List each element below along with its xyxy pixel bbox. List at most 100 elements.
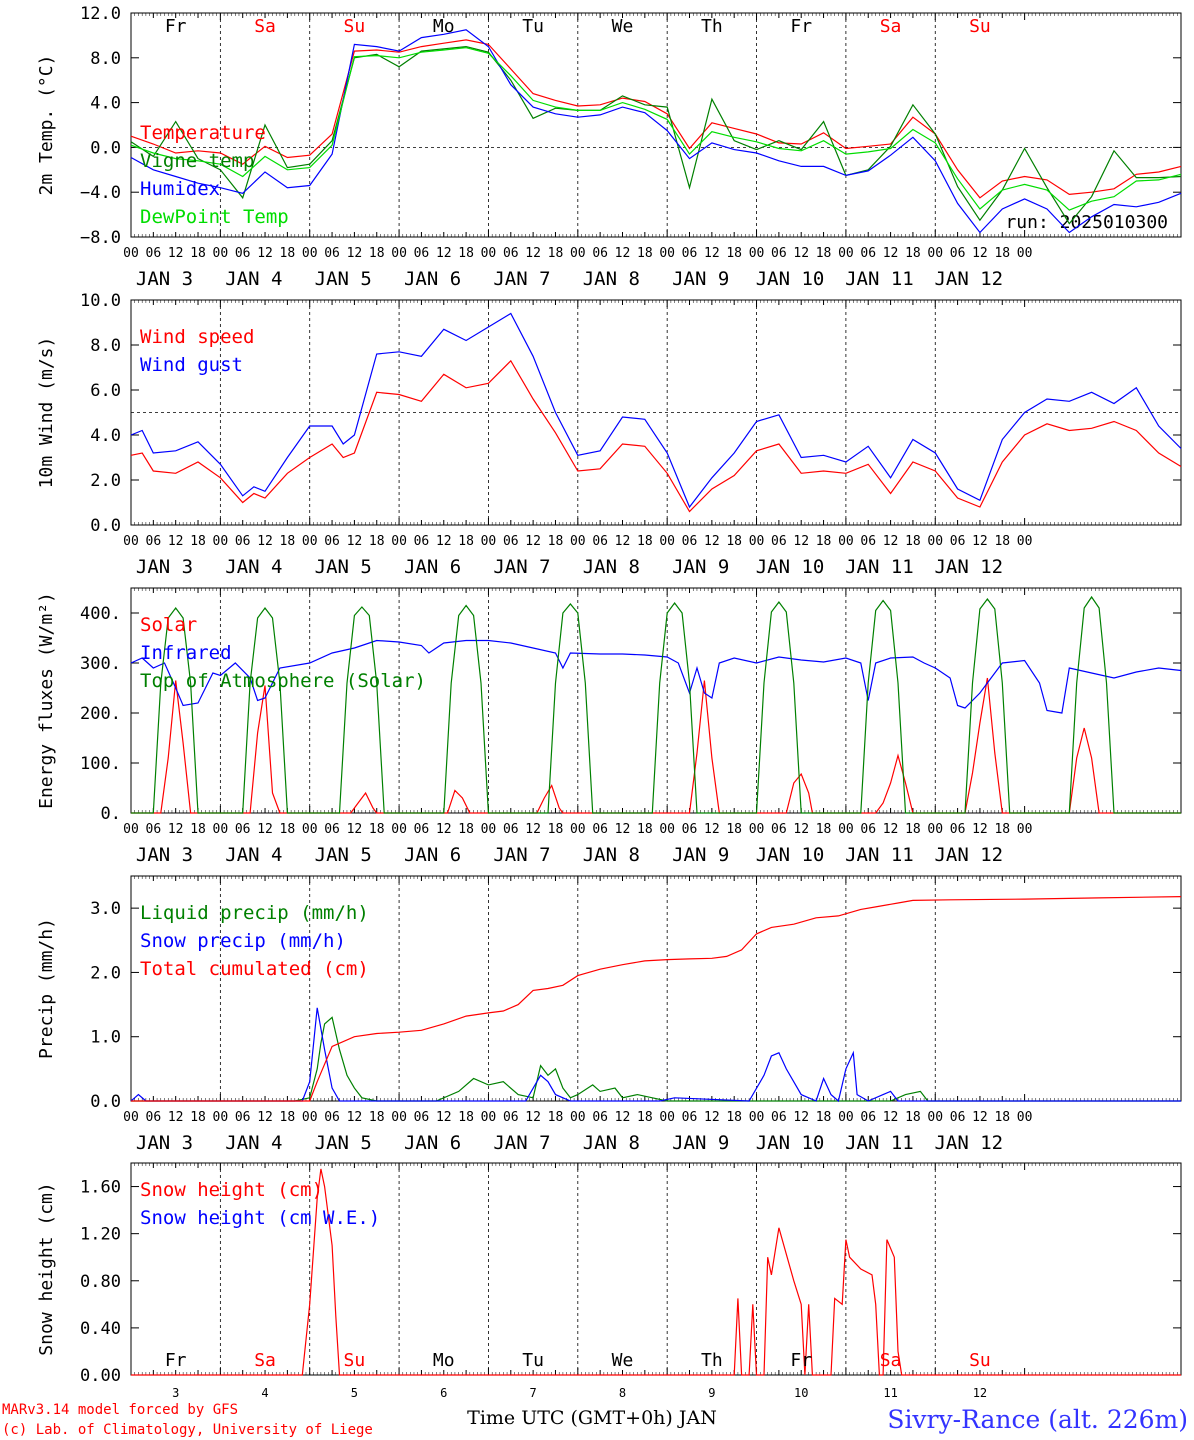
hour-tick-label: 06	[682, 534, 698, 549]
hour-tick-label: 06	[324, 246, 340, 261]
y-tick-label: 4.0	[90, 94, 121, 114]
legend-entry: Infrared	[140, 642, 232, 664]
day-label: JAN 7	[493, 556, 550, 578]
hour-tick-label: 06	[592, 822, 608, 837]
hour-tick-label: 00	[659, 1110, 675, 1125]
plot-frame	[130, 12, 1182, 238]
hour-tick-label: 06	[860, 822, 876, 837]
day-of-week-label: We	[612, 1350, 634, 1371]
hour-tick-label: 06	[324, 534, 340, 549]
day-label: JAN 11	[845, 844, 914, 866]
day-label: JAN 6	[404, 844, 461, 866]
hour-tick-label: 18	[369, 1110, 385, 1125]
hour-tick-label: 00	[838, 1110, 854, 1125]
hour-tick-label: 12	[704, 246, 720, 261]
day-number-label: 12	[973, 1386, 987, 1400]
x-axis-title: Time UTC (GMT+0h) JAN	[467, 1407, 717, 1429]
legend-entry: Liquid precip (mm/h)	[140, 902, 369, 924]
day-of-week-label: Su	[969, 16, 991, 37]
day-label: JAN 7	[493, 268, 550, 290]
legend-entry: Top of Atmosphere (Solar)	[140, 670, 426, 692]
hour-tick-label: 00	[927, 1110, 943, 1125]
hour-tick-label: 18	[816, 534, 832, 549]
hour-tick-label: 00	[749, 1110, 765, 1125]
hour-tick-label: 06	[414, 822, 430, 837]
hour-tick-label: 18	[548, 534, 564, 549]
y-tick-label: 8.0	[90, 49, 121, 69]
hour-tick-label: 12	[704, 822, 720, 837]
hour-tick-label: 00	[302, 534, 318, 549]
hour-tick-label: 00	[391, 534, 407, 549]
hour-tick-label: 18	[369, 246, 385, 261]
day-label: JAN 4	[225, 556, 282, 578]
hour-tick-label: 12	[972, 534, 988, 549]
day-of-week-label: Su	[969, 1350, 991, 1371]
hour-tick-label: 06	[860, 246, 876, 261]
hour-tick-label: 12	[257, 822, 273, 837]
day-label: JAN 5	[315, 268, 372, 290]
day-label: JAN 10	[756, 1132, 825, 1154]
hour-tick-label: 12	[168, 534, 184, 549]
day-number-label: 10	[794, 1386, 808, 1400]
legend-entry: Total cumulated (cm)	[140, 958, 369, 980]
hour-tick-label: 06	[503, 246, 519, 261]
hour-tick-label: 00	[1017, 1110, 1033, 1125]
series-line-snow-height-cm-	[131, 1168, 1181, 1376]
day-label: JAN 10	[756, 844, 825, 866]
day-of-week-label: Sa	[880, 16, 902, 37]
hour-tick-label: 18	[190, 246, 206, 261]
legend-entry: Humidex	[140, 178, 220, 200]
hour-tick-label: 06	[592, 534, 608, 549]
hour-tick-label: 06	[235, 246, 251, 261]
hour-tick-label: 18	[369, 534, 385, 549]
hour-tick-label: 00	[123, 1110, 139, 1125]
legend-entry: Vigne temp	[140, 150, 254, 172]
y-axis-label: Precip (mm/h)	[36, 918, 57, 1059]
hour-tick-label: 00	[927, 246, 943, 261]
copyright: (c) Lab. of Climatology, University of L…	[2, 1422, 373, 1438]
hour-tick-label: 06	[950, 822, 966, 837]
day-number-label: 7	[530, 1386, 537, 1400]
day-label: JAN 7	[493, 1132, 550, 1154]
hour-tick-label: 00	[302, 246, 318, 261]
run-label: run: 2025010300	[1005, 212, 1168, 233]
y-tick-label: 0.0	[90, 1092, 121, 1112]
hour-tick-label: 00	[749, 246, 765, 261]
hour-tick-label: 06	[146, 246, 162, 261]
hour-tick-label: 12	[257, 1110, 273, 1125]
day-label: JAN 12	[934, 268, 1003, 290]
hour-tick-label: 00	[570, 246, 586, 261]
hour-tick-label: 06	[503, 534, 519, 549]
day-label: JAN 10	[756, 556, 825, 578]
y-axis-label: 10m Wind (m/s)	[36, 337, 57, 489]
day-number-label: 9	[708, 1386, 715, 1400]
hour-tick-label: 12	[883, 246, 899, 261]
hour-tick-label: 06	[235, 1110, 251, 1125]
day-label: JAN 11	[845, 1132, 914, 1154]
hour-tick-label: 18	[458, 246, 474, 261]
day-label: JAN 11	[845, 556, 914, 578]
hour-tick-label: 12	[615, 822, 631, 837]
hour-tick-label: 00	[749, 534, 765, 549]
day-label: JAN 4	[225, 844, 282, 866]
hour-tick-label: 00	[659, 822, 675, 837]
hour-tick-label: 06	[771, 246, 787, 261]
hour-tick-label: 18	[280, 246, 296, 261]
hour-tick-label: 18	[190, 1110, 206, 1125]
legend-entry: Solar	[140, 614, 197, 636]
hour-tick-label: 06	[682, 246, 698, 261]
hour-tick-label: 12	[436, 1110, 452, 1125]
day-number-label: 11	[883, 1386, 897, 1400]
hour-tick-label: 18	[994, 246, 1010, 261]
hour-tick-label: 12	[347, 246, 363, 261]
hour-tick-label: 12	[793, 246, 809, 261]
hour-tick-label: 06	[414, 534, 430, 549]
hour-tick-label: 18	[280, 534, 296, 549]
hour-tick-label: 06	[146, 822, 162, 837]
y-tick-label: 0.80	[80, 1272, 121, 1292]
series-line-temperature	[130, 39, 1182, 199]
hour-tick-label: 18	[190, 822, 206, 837]
hour-tick-label: 06	[950, 246, 966, 261]
day-of-week-label: Fr	[165, 16, 187, 37]
